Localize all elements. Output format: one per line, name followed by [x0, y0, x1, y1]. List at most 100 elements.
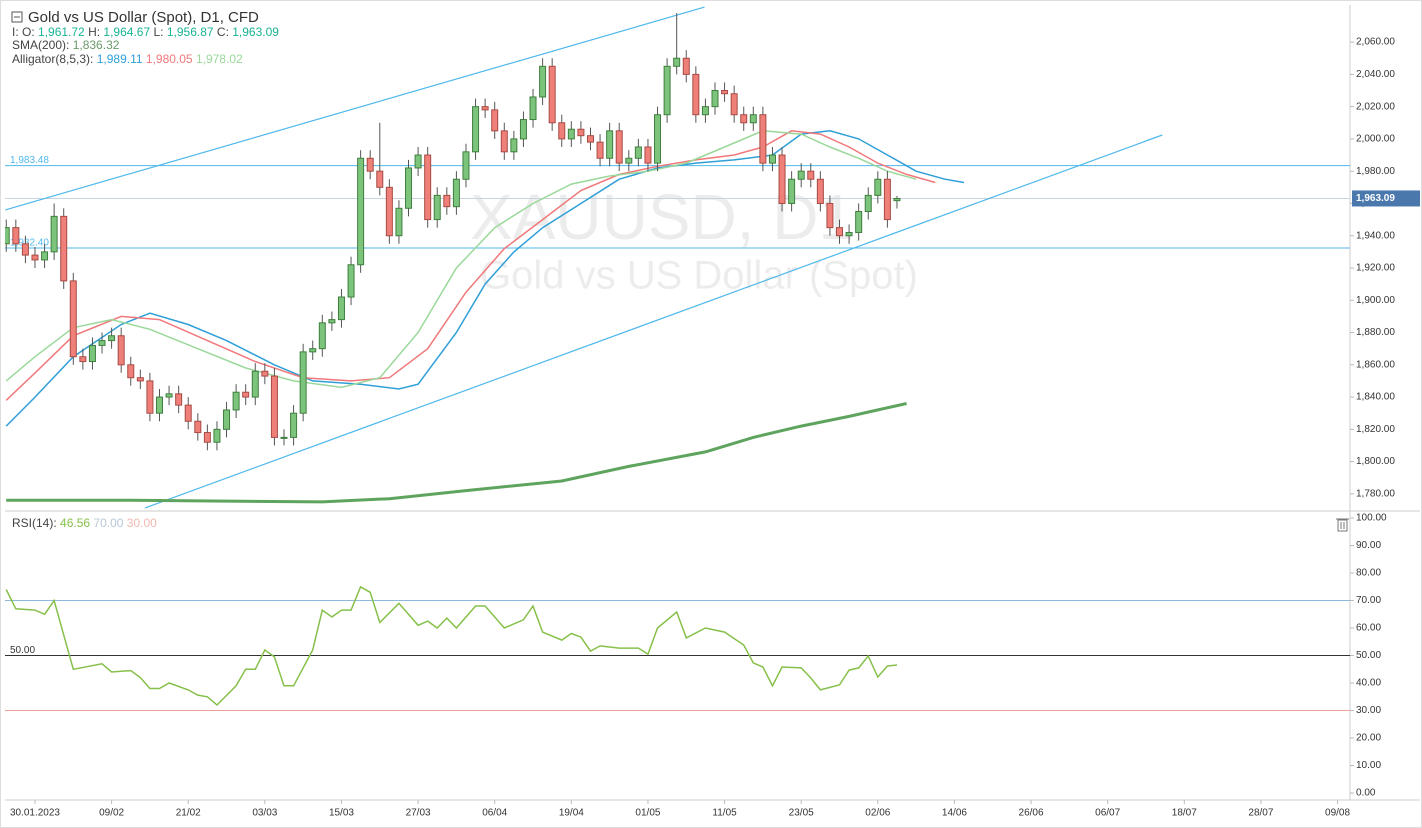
x-tick-label: 26/06: [1019, 808, 1044, 819]
rsi-upper: 70.00: [93, 516, 123, 530]
candle-body: [146, 380, 154, 414]
x-tick-label: 28/07: [1248, 808, 1273, 819]
candle-body: [443, 194, 451, 208]
candle-body: [644, 146, 652, 164]
candle-body: [69, 280, 77, 358]
candle-body: [424, 154, 432, 221]
candle-body: [395, 207, 403, 237]
candle-body: [893, 197, 901, 202]
candle-body: [50, 215, 58, 253]
candle-body: [586, 135, 594, 143]
y-tick-label: 1,920.00: [1356, 263, 1395, 274]
candle-body: [337, 296, 345, 321]
x-tick-label: 19/04: [559, 808, 584, 819]
candle-body: [663, 65, 671, 116]
alligator-value: 1,989.11: [97, 52, 143, 66]
candle-body: [740, 114, 748, 124]
candle-body: [175, 393, 183, 406]
x-tick-label: 23/05: [789, 808, 814, 819]
candle-body: [567, 128, 575, 140]
alligator-line: [5, 130, 917, 389]
x-tick-label: 30.01.2023: [10, 808, 60, 819]
candle-body: [270, 375, 278, 438]
y-tick-label: 1,780.00: [1356, 489, 1395, 500]
candle-body: [500, 130, 508, 153]
candle-body: [558, 122, 566, 140]
candle-body: [251, 370, 259, 398]
chart-title: Gold vs US Dollar (Spot), D1, CFD: [28, 9, 259, 26]
candle-body: [155, 396, 163, 414]
rsi-value: 46.56: [60, 516, 90, 530]
candle-body: [606, 130, 614, 159]
y-tick-label: 1,800.00: [1356, 456, 1395, 467]
candle-body: [788, 178, 796, 204]
candle-body: [816, 178, 824, 204]
candle-body: [299, 351, 307, 414]
delete-icon[interactable]: [1336, 518, 1349, 532]
candle-body: [797, 170, 805, 180]
candle-body: [328, 319, 336, 324]
candle-body: [845, 231, 853, 237]
ohlc-value: 1,956.87: [167, 25, 214, 39]
candle-body: [519, 119, 527, 140]
rsi-y-tick-label: 100.00: [1356, 513, 1387, 524]
candle-body: [213, 428, 221, 443]
candle-body: [452, 178, 460, 208]
candle-body: [491, 109, 499, 132]
candle-body: [414, 154, 422, 169]
x-tick-label: 06/07: [1095, 808, 1120, 819]
candle-body: [596, 141, 604, 159]
candle-body: [5, 227, 10, 245]
candle-body: [127, 364, 135, 379]
axes: 1,780.00 1,800.00 1,820.00 1,840.00 1,860.00…: [10, 37, 1420, 819]
rsi-y-tick-label: 50.00: [1356, 650, 1381, 661]
ohlc-legend: I: O: 1,961.72 H: 1,964.67 L: 1,956.87 C…: [12, 25, 279, 39]
candle-body: [136, 377, 144, 382]
candle-body: [874, 178, 882, 196]
ohlc-key: L:: [153, 25, 163, 39]
current-price-label: 1,963.09: [1356, 193, 1395, 204]
candle-body: [60, 215, 68, 282]
rsi-level-label: 50.00: [10, 645, 35, 656]
candle-body: [778, 154, 786, 204]
candle-body: [203, 432, 211, 443]
candle-body: [194, 420, 202, 434]
x-tick-label: 02/06: [865, 808, 890, 819]
y-tick-label: 1,980.00: [1356, 166, 1395, 177]
candle-body: [759, 114, 767, 164]
candle-body: [108, 335, 116, 342]
candle-body: [357, 157, 365, 266]
candle-body: [510, 138, 518, 153]
candle-body: [290, 412, 298, 438]
ohlc-value: 1,964.67: [103, 25, 150, 39]
candle-body: [730, 93, 738, 116]
candle-body: [654, 114, 662, 164]
x-tick-label: 03/03: [252, 808, 277, 819]
candle-body: [12, 227, 20, 245]
sma-line: [6, 402, 907, 504]
candle-body: [88, 344, 96, 363]
alligator-line: [5, 130, 965, 427]
candle-body: [826, 202, 834, 229]
candle-body: [883, 178, 891, 221]
x-tick-label: 27/03: [406, 808, 431, 819]
candle-body: [836, 227, 844, 237]
rsi-y-tick-label: 10.00: [1356, 760, 1381, 771]
alligator-legend: Alligator(8,5,3): 1,989.11 1,980.05 1,97…: [12, 52, 243, 66]
x-tick-label: 18/07: [1172, 808, 1197, 819]
rsi-y-tick-label: 20.00: [1356, 733, 1381, 744]
x-tick-label: 09/08: [1325, 808, 1350, 819]
candle-body: [21, 243, 29, 256]
alligator-line: [5, 130, 936, 401]
y-tick-label: 1,860.00: [1356, 359, 1395, 370]
candle-body: [539, 65, 547, 98]
rsi-legend: RSI(14): 46.56 70.00 30.00: [12, 516, 157, 530]
rsi-y-tick-label: 80.00: [1356, 568, 1381, 579]
candle-body: [261, 370, 269, 377]
candle-body: [864, 194, 872, 213]
candle-body: [165, 393, 173, 398]
